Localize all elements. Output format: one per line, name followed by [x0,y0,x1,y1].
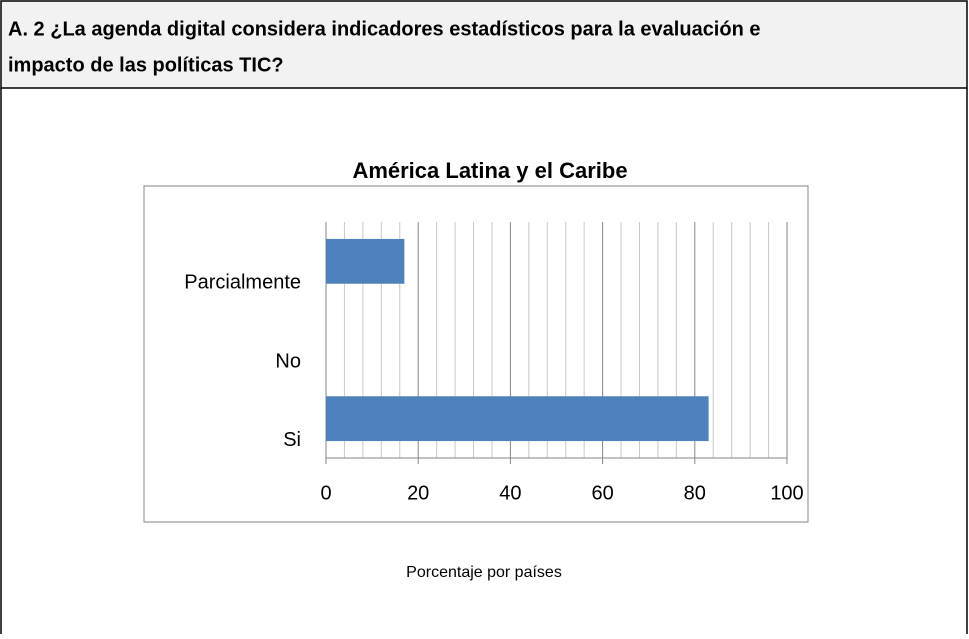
y-tick-label: Si [283,429,301,451]
x-tick-label: 40 [499,482,521,504]
x-tick-label: 100 [770,482,803,504]
bar [326,396,709,442]
x-tick-label: 60 [591,482,613,504]
bar [326,238,405,284]
y-tick-label: Parcialmente [184,272,301,294]
x-axis-label: Porcentaje por países [406,564,562,581]
chart-area [143,185,809,523]
header-line: impacto de las políticas TIC? [8,54,284,76]
x-tick-label: 80 [684,482,706,504]
x-tick-label: 0 [320,482,331,504]
chart-title: América Latina y el Caribe [352,158,627,183]
header-line: A. 2 ¿La agenda digital considera indica… [8,18,760,40]
x-tick-label: 20 [407,482,429,504]
y-tick-label: No [275,350,301,372]
header-box [0,0,968,89]
